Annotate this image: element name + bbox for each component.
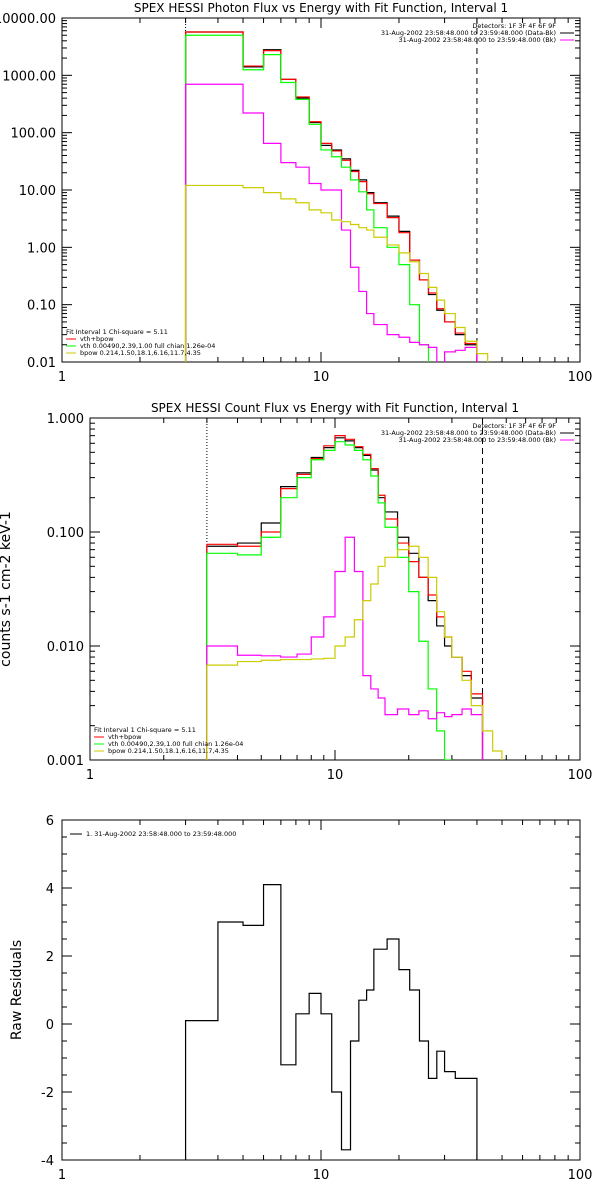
legend-left-entry: vth+bpow [80,335,114,343]
x-tick-label: 100 [568,1168,593,1183]
x-tick-label: 1 [58,370,66,385]
legend-right-entry: 31-Aug-2002 23:58:48.000 to 23:59:48.000… [399,436,556,444]
plot-frame-3 [61,819,581,1161]
legend-left-entry: Fit Interval 1 Chi-square = 5.11 [66,328,168,336]
y-tick-label: -2 [41,1086,54,1101]
legend-left-entry: Fit Interval 1 Chi-square = 5.11 [94,726,196,734]
series-bpow2 [206,545,503,760]
y-tick-label: 1.000 [47,412,84,427]
x-tick-label: 10 [327,768,344,783]
y-tick-label: -4 [41,1154,54,1169]
y-axis-label: counts s-1 cm-2 keV-1 [0,511,14,667]
y-tick-label: 1000.00 [2,69,56,84]
series-bpow [206,536,484,760]
chart-title-1: SPEX HESSI Photon Flux vs Energy with Fi… [134,1,508,15]
series-data-bk [184,31,478,362]
x-tick-label: 10 [313,1168,330,1183]
x-tick-label: 1 [58,1168,66,1183]
chart-title-2: SPEX HESSI Count Flux vs Energy with Fit… [151,401,519,415]
y-tick-label: 0 [46,1018,54,1033]
series-bpow2 [184,184,499,362]
series-vth [184,34,446,362]
y-tick-label: 1.00 [27,241,56,256]
y-tick-label: 10000.00 [0,12,56,27]
series-1-31-aug-2002-23-58-48-000-to-23-59-48-000 [184,884,478,1160]
series-vth-bpow [206,435,484,760]
y-tick-label: 0.10 [27,299,56,314]
legend-right-entry: 31-Aug-2002 23:58:48.000 to 23:59:48.000… [381,429,556,437]
legend-right-entry: Detectors: 1F 3F 4F 6F 9F [472,422,556,430]
y-axis-label: Raw Residuals [9,940,25,1040]
series-vth-bpow [184,31,478,362]
y-tick-label: 0.100 [47,526,84,541]
y-tick-label: 4 [46,882,54,897]
x-tick-label: 1 [86,768,94,783]
y-tick-label: 0.01 [27,356,56,371]
legend-left-entry: vth 0.00490,2.39,1.00 full chian 1.26e-0… [108,740,243,748]
y-tick-label: 0.010 [47,640,84,655]
x-tick-label: 100 [568,768,593,783]
legend-right-entry: 31-Aug-2002 23:58:48.000 to 23:59:48.000… [381,29,556,37]
series-data-bk [206,437,484,760]
x-tick-label: 10 [313,370,330,385]
series-bpow [184,83,478,362]
residual-legend-entry: 1. 31-Aug-2002 23:58:48.000 to 23:59:48.… [86,830,236,838]
legend-left-entry: vth 0.00490,2.39,1.00 full chian 1.26e-0… [80,342,215,350]
legend-right-entry: Detectors: 1F 3F 4F 6F 9F [472,22,556,30]
y-tick-label: 10.00 [19,184,56,199]
legend-left-entry: bpow 0.214,1.50,18.1,6.16,11.7,4.35 [80,349,201,357]
legend-left-entry: bpow 0.214,1.50,18.1,6.16,11.7,4.35 [108,747,229,755]
y-tick-label: 0.001 [47,754,84,769]
y-tick-label: 2 [46,950,54,965]
y-tick-label: 6 [46,814,54,829]
x-tick-label: 100 [568,370,593,385]
legend-left-entry: vth+bpow [108,733,142,741]
legend-right-entry: 31-Aug-2002 23:58:48.000 to 23:59:48.000… [399,36,556,44]
y-tick-label: 100.00 [11,127,57,142]
series-vth [206,441,452,760]
